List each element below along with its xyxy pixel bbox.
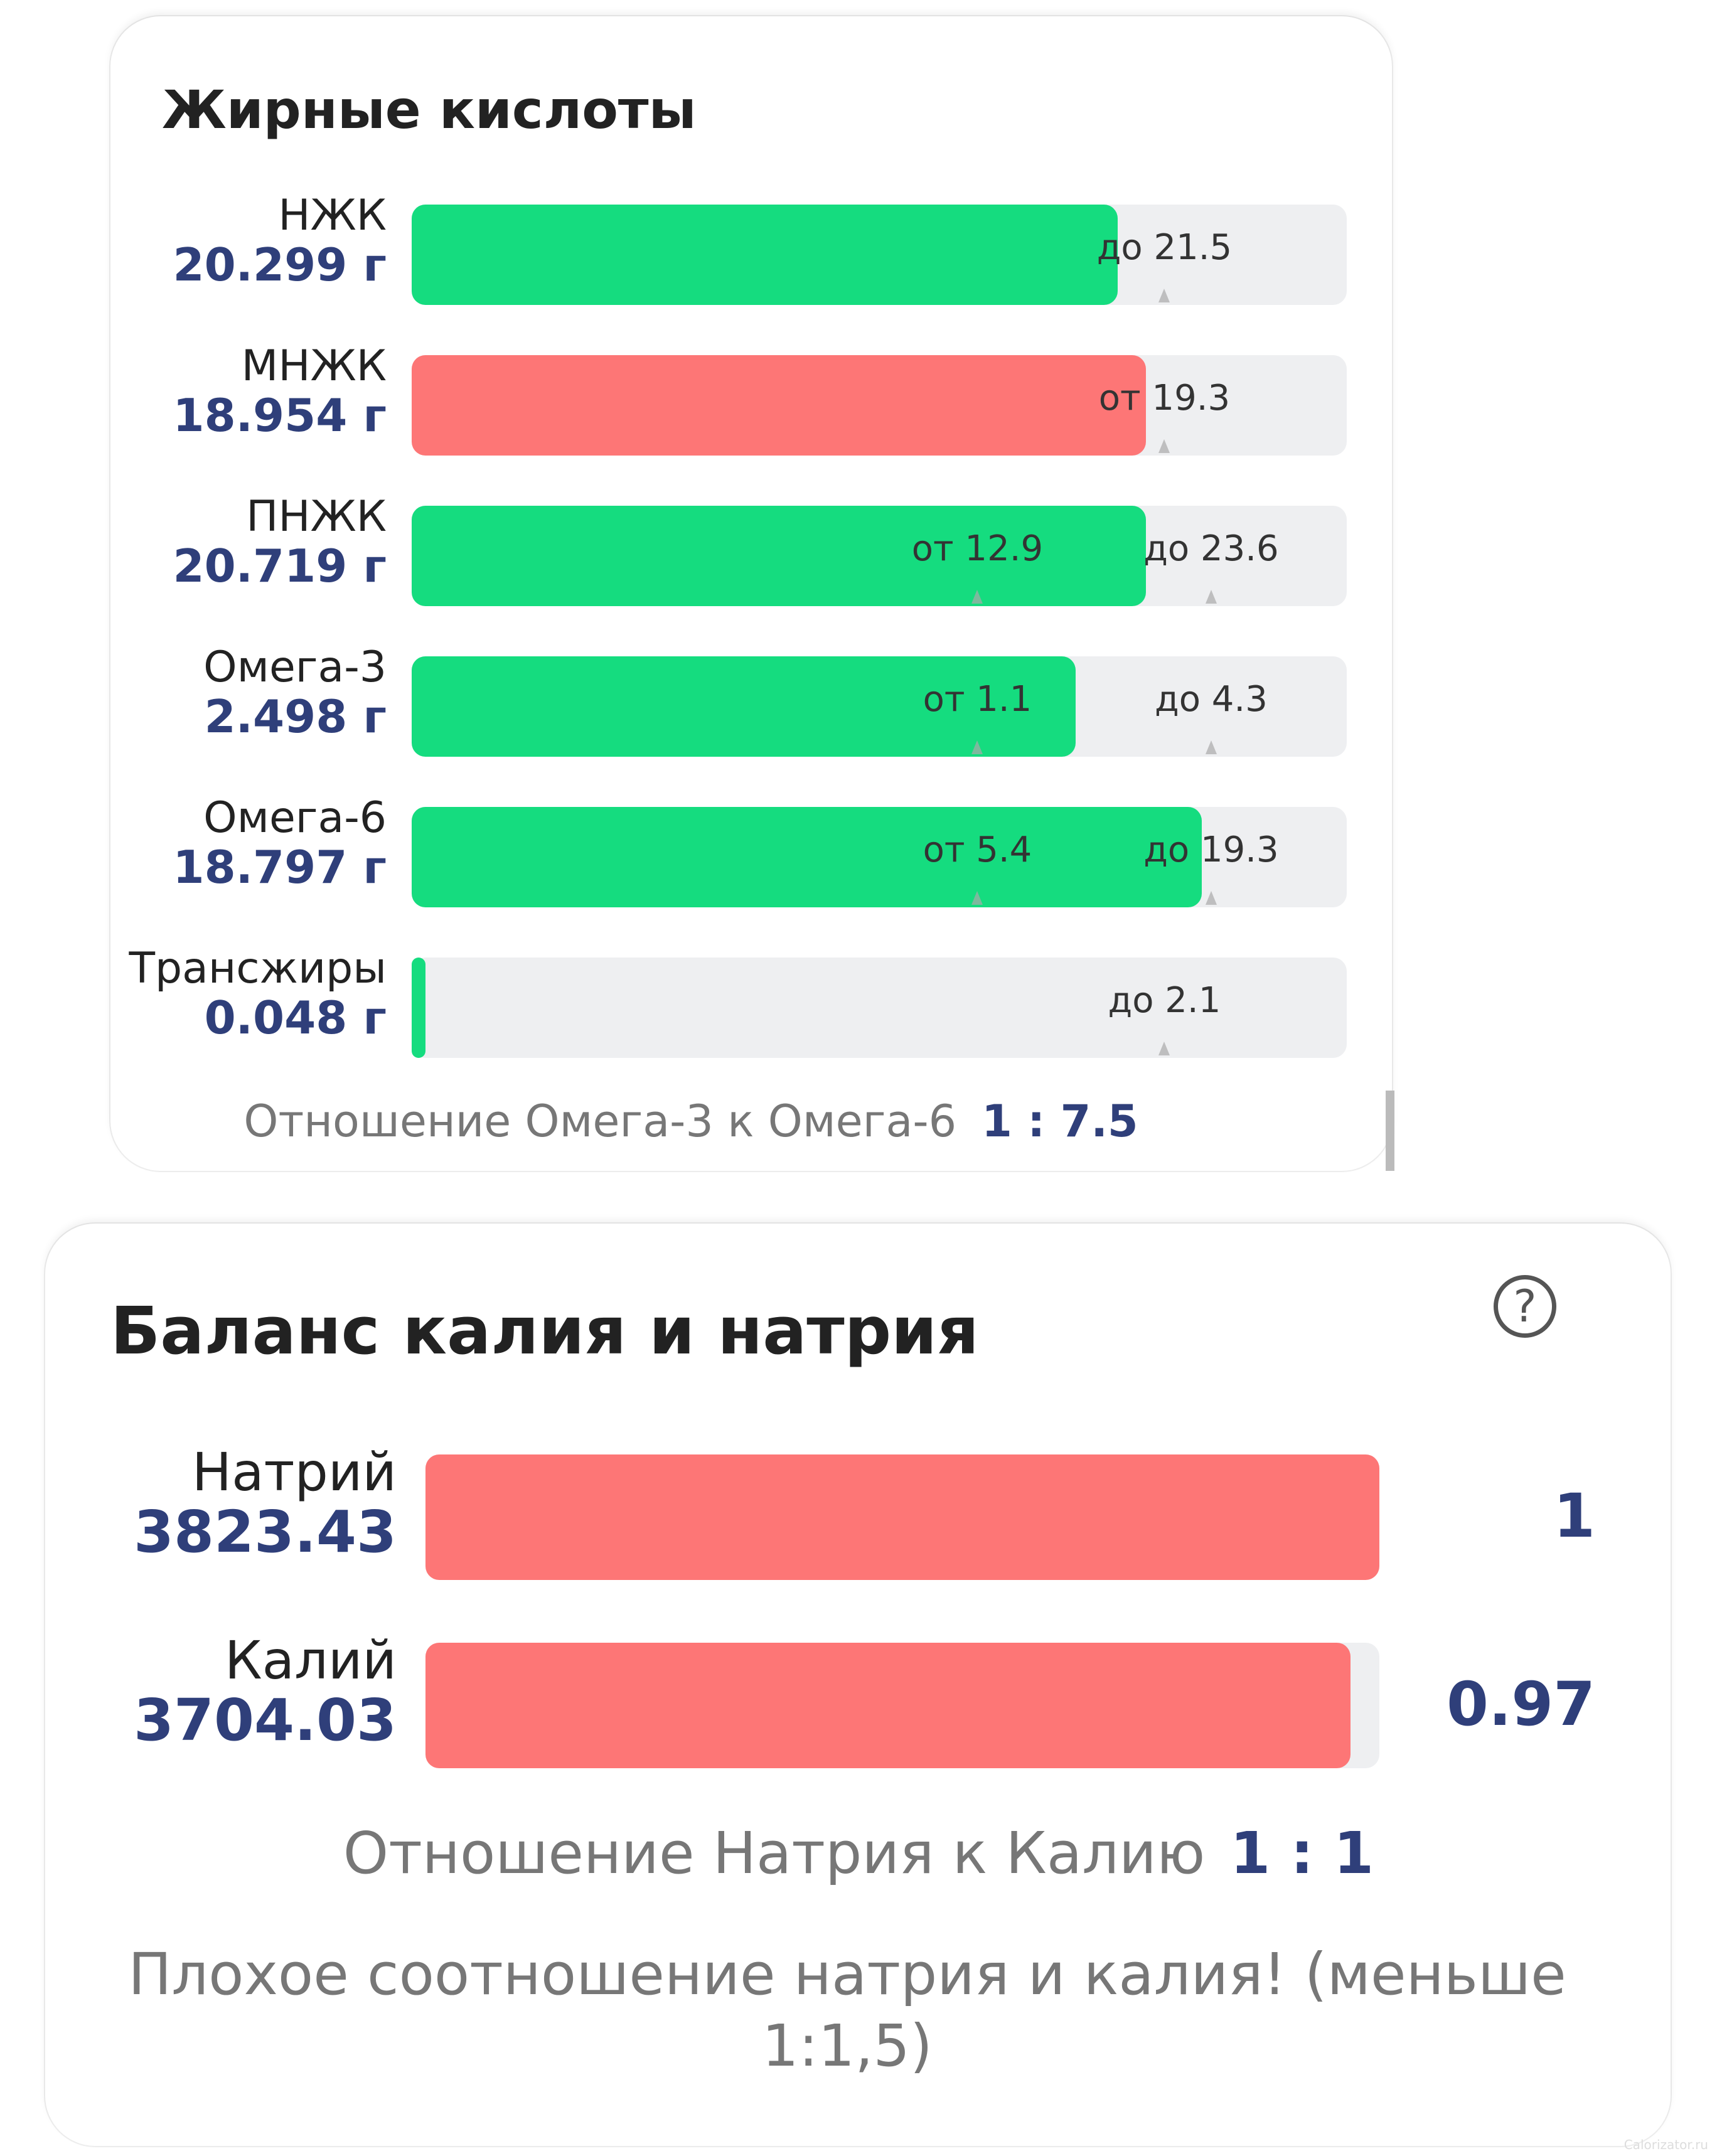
- nutrient-name: Омега-6: [203, 793, 387, 843]
- nutrient-value: 20.299 г: [173, 238, 387, 291]
- range-marker-label: до 2.1: [1108, 980, 1221, 1021]
- fatty-acids-title: Жирные кислоты: [162, 79, 697, 141]
- progress-track: [425, 1454, 1379, 1580]
- nutrient-value: 20.719 г: [173, 540, 387, 592]
- progress-fill: [412, 807, 1202, 907]
- range-marker-tick: [971, 590, 983, 604]
- nutrient-name: ПНЖК: [246, 492, 387, 542]
- progress-track: до 2.1: [412, 958, 1347, 1058]
- ratio-warning: Плохое соотношение натрия и калия! (мень…: [128, 1941, 1566, 2079]
- progress-track: от 1.1 до 4.3: [412, 656, 1347, 757]
- nutrient-name: МНЖК: [241, 341, 387, 391]
- nutrient-name: Натрий: [191, 1441, 397, 1503]
- range-marker-label: до 21.5: [1096, 227, 1233, 268]
- row-label: Омега-6 18.797 г: [110, 793, 387, 894]
- progress-fill: [425, 1454, 1379, 1580]
- omega-ratio: Отношение Омега-3 к Омега-6 1 : 7.5: [110, 1096, 1271, 1147]
- potassium-sodium-card: Баланс калия и натрия Натрий 3823.43 1 Кали…: [45, 1224, 1671, 2146]
- nutrient-name: Трансжиры: [129, 944, 387, 993]
- fatty-acids-card: Жирные кислоты НЖК 20.299 г до 21.5 МНЖК 18.…: [110, 16, 1394, 1171]
- range-marker-tick: [1205, 740, 1217, 754]
- range-marker-label: до 19.3: [1143, 830, 1279, 870]
- question-circle-icon[interactable]: ?: [1494, 1275, 1556, 1338]
- row-label: НЖК 20.299 г: [110, 191, 387, 291]
- range-marker-label: до 23.6: [1143, 528, 1279, 569]
- omega-ratio-value: 1 : 7.5: [982, 1096, 1138, 1147]
- sodium-potassium-ratio-value: 1 : 1: [1230, 1820, 1374, 1887]
- range-marker-tick: [1158, 439, 1170, 453]
- progress-track: [425, 1643, 1379, 1768]
- range-marker-label: до 4.3: [1155, 679, 1268, 720]
- nutrient-name: НЖК: [278, 191, 387, 240]
- row-label: Омега-3 2.498 г: [110, 644, 387, 742]
- progress-fill: [412, 205, 1118, 305]
- progress-fill: [412, 656, 1076, 757]
- row-label: Натрий 3823.43: [120, 1443, 397, 1564]
- progress-track: от 12.9 до 23.6: [412, 506, 1347, 606]
- row-label: ПНЖК 20.719 г: [110, 492, 387, 592]
- nutrient-value: 2.498 г: [204, 690, 387, 743]
- potassium-sodium-title: Баланс калия и натрия: [110, 1293, 979, 1369]
- nutrient-value: 0.048 г: [204, 991, 387, 1044]
- nutrient-name: Калий: [225, 1630, 397, 1691]
- progress-fill: [412, 958, 426, 1058]
- nutrient-value: 3704.03: [133, 1687, 397, 1754]
- range-marker-label: от 12.9: [911, 528, 1044, 569]
- range-marker-tick: [971, 740, 983, 754]
- omega-ratio-label: Отношение Омега-3 к Омега-6: [243, 1096, 957, 1147]
- nutrient-name: Омега-3: [203, 643, 387, 692]
- nutrient-value: 18.797 г: [173, 841, 387, 894]
- watermark: Calorizator.ru: [1623, 2137, 1708, 2152]
- progress-fill: [412, 355, 1146, 456]
- row-label: Трансжиры 0.048 г: [110, 945, 387, 1043]
- progress-fill: [412, 506, 1146, 606]
- range-marker-label: от 5.4: [923, 830, 1032, 870]
- row-label: МНЖК 18.954 г: [110, 341, 387, 442]
- relative-value: 0.97: [1447, 1669, 1595, 1739]
- row-label: Калий 3704.03: [120, 1631, 397, 1752]
- nutrient-value: 3823.43: [133, 1498, 397, 1566]
- range-marker-tick: [1158, 1042, 1170, 1055]
- progress-fill: [425, 1643, 1351, 1768]
- range-marker-tick: [1205, 891, 1217, 905]
- range-marker-label: от 19.3: [1098, 378, 1231, 419]
- progress-track: от 19.3: [412, 355, 1347, 456]
- range-marker-tick: [1205, 590, 1217, 604]
- scrollbar[interactable]: [1386, 1091, 1394, 1171]
- range-marker-tick: [1158, 289, 1170, 302]
- range-marker-label: от 1.1: [923, 679, 1032, 720]
- range-marker-tick: [971, 891, 983, 905]
- sodium-potassium-ratio: Отношение Натрия к Калию 1 : 1: [0, 1820, 1717, 1887]
- relative-value: 1: [1553, 1481, 1595, 1551]
- progress-track: до 21.5: [412, 205, 1347, 305]
- nutrient-value: 18.954 г: [173, 389, 387, 442]
- progress-track: от 5.4 до 19.3: [412, 807, 1347, 907]
- sodium-potassium-ratio-label: Отношение Натрия к Калию: [343, 1820, 1206, 1887]
